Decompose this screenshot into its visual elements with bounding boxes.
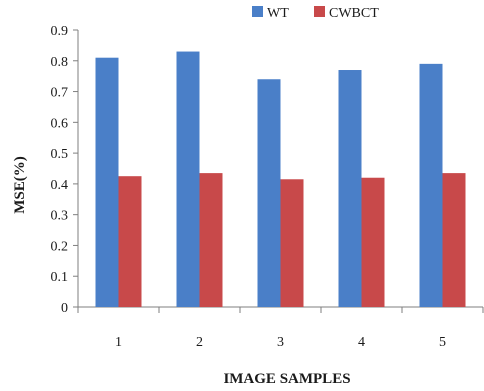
x-tick-label: 1 <box>115 335 122 350</box>
x-tick-label: 4 <box>358 335 365 350</box>
legend-label-wt: WT <box>267 6 289 21</box>
y-tick-label: 0.6 <box>51 116 69 131</box>
bar-cwbct-5 <box>442 173 466 307</box>
y-tick-label: 0.7 <box>51 86 69 101</box>
legend: WT CWBCT <box>252 6 379 21</box>
y-tick-label: 0.3 <box>51 209 69 224</box>
bars <box>95 51 466 308</box>
bar-cwbct-2 <box>199 173 223 307</box>
y-axis: 0 0.1 0.2 0.3 0.4 0.5 0.6 0.7 0.8 0.9 <box>51 24 79 316</box>
bar-wt-4 <box>338 70 362 307</box>
bar-cwbct-4 <box>361 177 385 307</box>
legend-swatch-wt <box>252 6 263 17</box>
x-tick-label: 2 <box>196 335 203 350</box>
y-tick-label: 0 <box>61 301 68 316</box>
x-tick-label: 3 <box>277 335 284 350</box>
legend-swatch-cwbct <box>314 6 325 17</box>
x-tick-label: 5 <box>439 335 446 350</box>
y-axis-title: MSE(%) <box>12 156 28 214</box>
y-tick-label: 0.4 <box>51 178 69 193</box>
legend-label-cwbct: CWBCT <box>329 6 379 21</box>
bar-cwbct-3 <box>280 179 304 307</box>
bar-wt-1 <box>95 57 119 308</box>
bar-wt-5 <box>419 63 443 307</box>
bar-wt-2 <box>176 51 200 307</box>
bar-wt-3 <box>257 79 281 307</box>
y-tick-label: 0.8 <box>51 55 69 70</box>
y-tick-label: 0.9 <box>51 24 69 39</box>
bar-cwbct-1 <box>118 176 142 307</box>
y-tick-label: 0.2 <box>51 239 69 254</box>
x-axis-title: IMAGE SAMPLES <box>223 371 350 387</box>
y-tick-label: 0.5 <box>51 147 69 162</box>
x-axis: 1 2 3 4 5 <box>77 306 484 350</box>
y-tick-label: 0.1 <box>51 270 69 285</box>
